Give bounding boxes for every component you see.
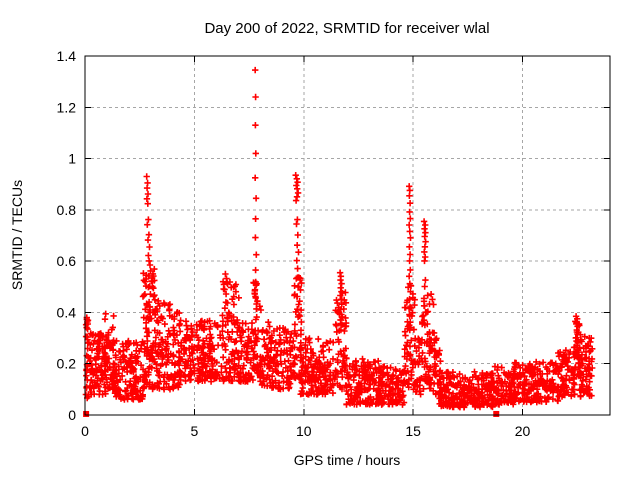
chart-title: Day 200 of 2022, SRMTID for receiver wla…: [204, 20, 489, 37]
y-tick-label: 0.6: [57, 253, 77, 269]
x-tick-label: 5: [190, 423, 198, 439]
y-tick-label: 0.8: [57, 202, 77, 218]
square-marker: [83, 410, 90, 417]
y-axis-label: SRMTID / TECUs: [9, 180, 25, 290]
x-axis-label: GPS time / hours: [294, 452, 401, 468]
x-tick-label: 15: [405, 423, 421, 439]
y-tick-label: 1.4: [57, 48, 77, 64]
x-tick-label: 20: [515, 423, 531, 439]
x-tick-label: 0: [81, 423, 89, 439]
y-tick-label: 1.2: [57, 99, 77, 115]
x-tick-label: 10: [296, 423, 312, 439]
tick-marks: [84, 55, 610, 416]
square-marker: [493, 410, 500, 417]
plot-border: [84, 55, 611, 416]
axes-and-ticks: [84, 55, 611, 416]
y-tick-label: 0.4: [57, 304, 77, 320]
plus-marker-series: [82, 66, 596, 411]
y-tick-label: 0: [68, 407, 76, 423]
y-tick-label: 0.2: [57, 356, 77, 372]
scatter-series-layer: [82, 66, 596, 417]
tick-labels: 0 5 10 15 20 0 0.2 0.4 0.6 0.8 1 1.2 1.4: [57, 48, 531, 439]
y-tick-label: 1: [68, 151, 76, 167]
